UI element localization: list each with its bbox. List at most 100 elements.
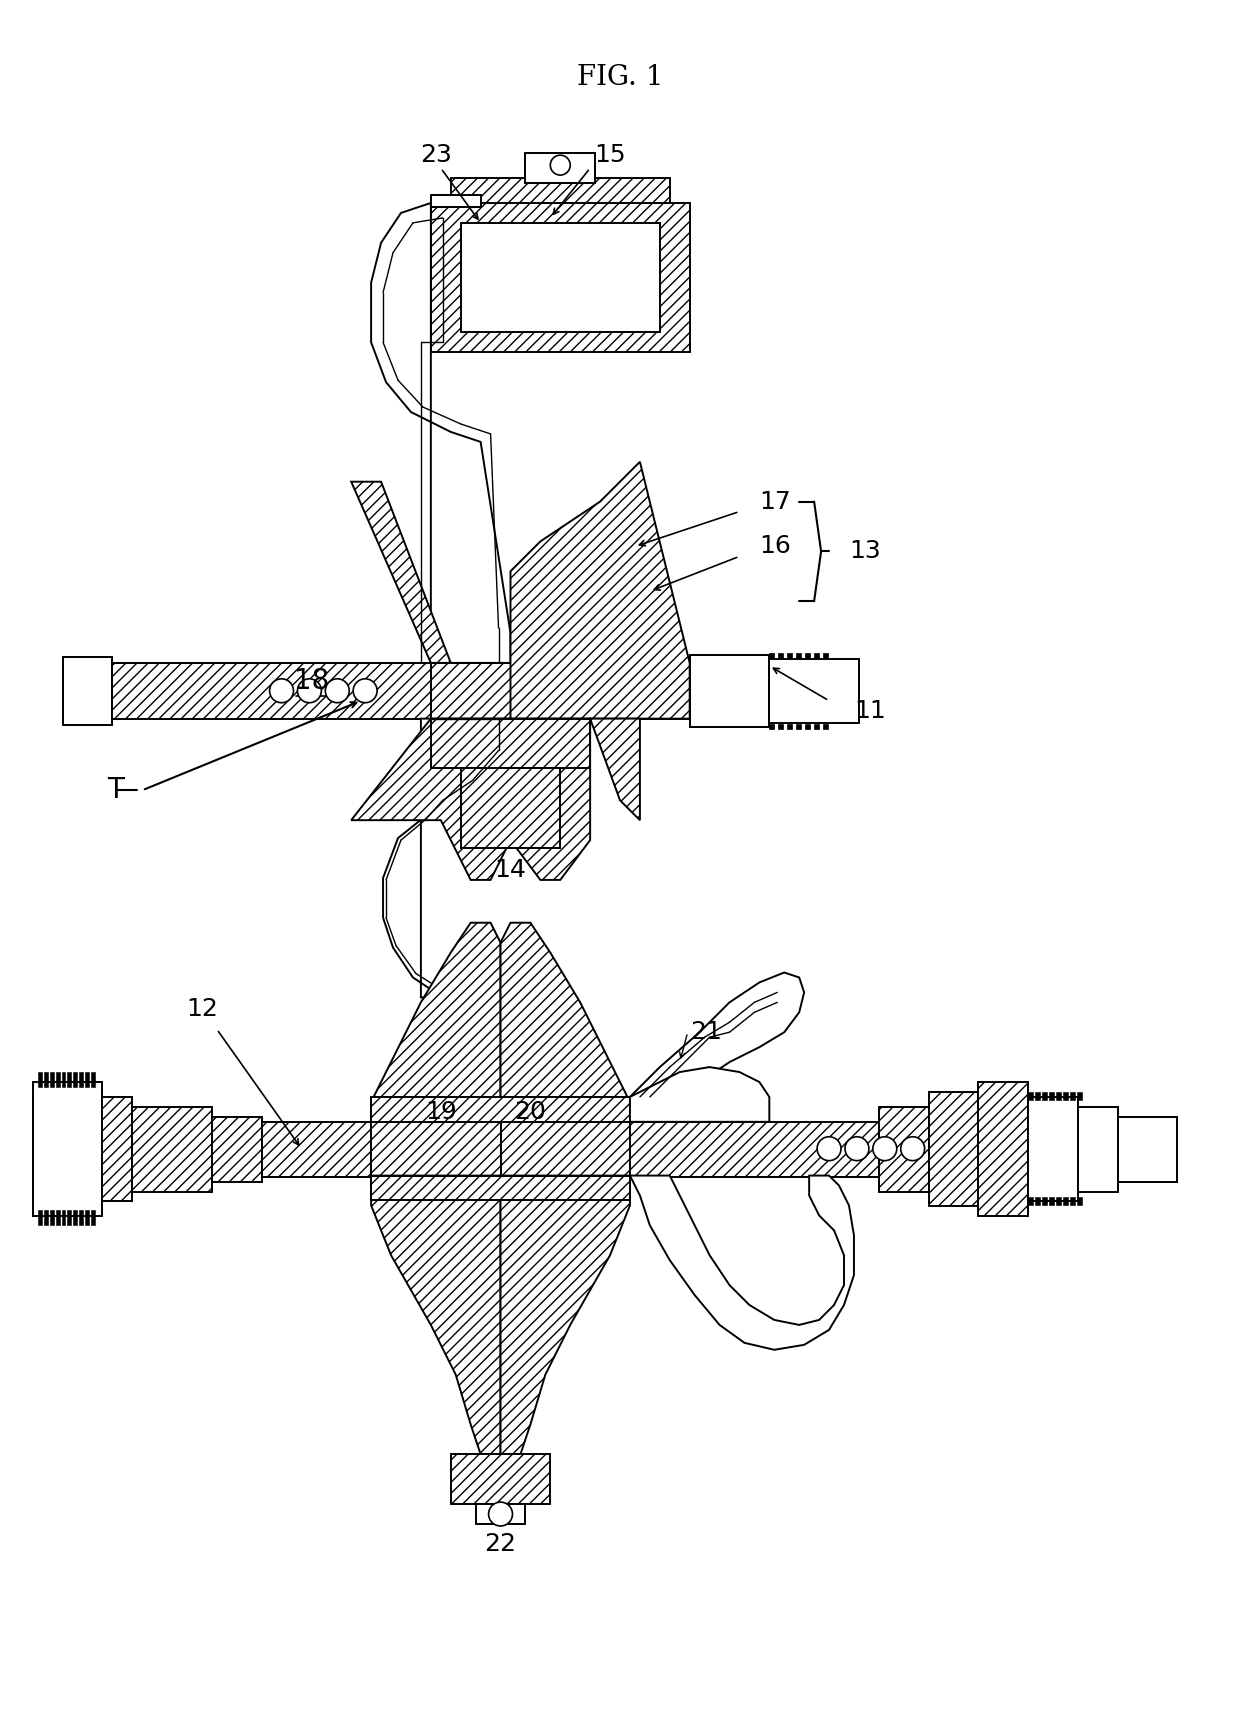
Polygon shape: [1117, 1117, 1178, 1182]
Polygon shape: [879, 1107, 929, 1191]
Polygon shape: [351, 482, 451, 663]
Polygon shape: [37, 1072, 42, 1088]
Polygon shape: [779, 723, 784, 728]
Polygon shape: [805, 723, 810, 728]
Polygon shape: [805, 652, 810, 657]
Polygon shape: [62, 1072, 66, 1088]
Polygon shape: [815, 723, 820, 728]
Polygon shape: [1035, 1198, 1040, 1205]
Text: 17: 17: [759, 489, 791, 513]
Polygon shape: [501, 922, 630, 1122]
Polygon shape: [1070, 1091, 1075, 1100]
Polygon shape: [73, 1072, 77, 1088]
Polygon shape: [1056, 1091, 1061, 1100]
Polygon shape: [67, 1210, 72, 1225]
Polygon shape: [56, 1210, 60, 1225]
Polygon shape: [1035, 1091, 1040, 1100]
Polygon shape: [461, 768, 560, 848]
Polygon shape: [1028, 1198, 1033, 1205]
Polygon shape: [212, 1117, 262, 1182]
Polygon shape: [62, 663, 430, 719]
Polygon shape: [86, 1072, 89, 1088]
Polygon shape: [929, 1091, 978, 1206]
Polygon shape: [262, 1122, 371, 1177]
Polygon shape: [769, 659, 859, 723]
Text: 12: 12: [186, 998, 218, 1021]
Polygon shape: [1042, 1091, 1047, 1100]
Polygon shape: [86, 1210, 89, 1225]
Polygon shape: [67, 1072, 72, 1088]
Polygon shape: [501, 1175, 630, 1454]
Circle shape: [817, 1138, 841, 1160]
Polygon shape: [823, 652, 828, 657]
Polygon shape: [32, 1096, 133, 1201]
Polygon shape: [371, 1175, 630, 1201]
Polygon shape: [79, 1210, 83, 1225]
Polygon shape: [501, 1122, 630, 1177]
Polygon shape: [511, 461, 689, 719]
Text: 15: 15: [594, 143, 626, 167]
Polygon shape: [787, 652, 792, 657]
Polygon shape: [1028, 1096, 1078, 1201]
Polygon shape: [630, 1122, 879, 1177]
Text: 14: 14: [495, 859, 527, 881]
Text: 13: 13: [849, 539, 880, 563]
Polygon shape: [451, 177, 670, 203]
Circle shape: [269, 678, 294, 702]
Polygon shape: [1078, 1107, 1117, 1191]
Polygon shape: [1078, 1198, 1083, 1205]
Polygon shape: [461, 224, 660, 332]
Polygon shape: [92, 1072, 95, 1088]
Polygon shape: [1063, 1091, 1068, 1100]
Polygon shape: [371, 1175, 501, 1454]
Polygon shape: [526, 153, 595, 182]
Polygon shape: [796, 723, 801, 728]
Text: 18: 18: [294, 666, 329, 695]
Polygon shape: [1063, 1198, 1068, 1205]
Polygon shape: [787, 723, 792, 728]
Polygon shape: [32, 1122, 371, 1177]
Polygon shape: [133, 1107, 212, 1191]
Polygon shape: [451, 1454, 551, 1504]
Polygon shape: [590, 663, 689, 719]
Polygon shape: [371, 1096, 630, 1122]
Polygon shape: [430, 194, 481, 207]
Polygon shape: [769, 723, 774, 728]
Text: 22: 22: [485, 1532, 517, 1556]
Polygon shape: [62, 1210, 66, 1225]
Polygon shape: [37, 1210, 42, 1225]
Polygon shape: [511, 719, 640, 879]
Polygon shape: [32, 1083, 103, 1217]
Polygon shape: [779, 652, 784, 657]
Polygon shape: [62, 657, 113, 725]
Polygon shape: [73, 1210, 77, 1225]
Circle shape: [298, 678, 321, 702]
Polygon shape: [823, 723, 828, 728]
Circle shape: [551, 155, 570, 176]
Polygon shape: [371, 922, 501, 1122]
Polygon shape: [796, 652, 801, 657]
Circle shape: [325, 678, 350, 702]
Polygon shape: [1070, 1198, 1075, 1205]
Polygon shape: [1028, 1091, 1033, 1100]
Polygon shape: [430, 663, 590, 719]
Polygon shape: [1056, 1198, 1061, 1205]
Polygon shape: [50, 1072, 53, 1088]
Circle shape: [353, 678, 377, 702]
Polygon shape: [815, 652, 820, 657]
Polygon shape: [630, 1175, 854, 1349]
Polygon shape: [1078, 1091, 1083, 1100]
Polygon shape: [92, 1210, 95, 1225]
Polygon shape: [79, 1072, 83, 1088]
Polygon shape: [1049, 1091, 1054, 1100]
Polygon shape: [1042, 1198, 1047, 1205]
Circle shape: [489, 1502, 512, 1527]
Text: 16: 16: [759, 535, 791, 558]
Text: 23: 23: [420, 143, 451, 167]
Polygon shape: [371, 1122, 501, 1177]
Circle shape: [873, 1138, 897, 1160]
Polygon shape: [689, 656, 769, 726]
Polygon shape: [351, 719, 511, 879]
Polygon shape: [978, 1083, 1028, 1217]
Polygon shape: [1049, 1198, 1054, 1205]
